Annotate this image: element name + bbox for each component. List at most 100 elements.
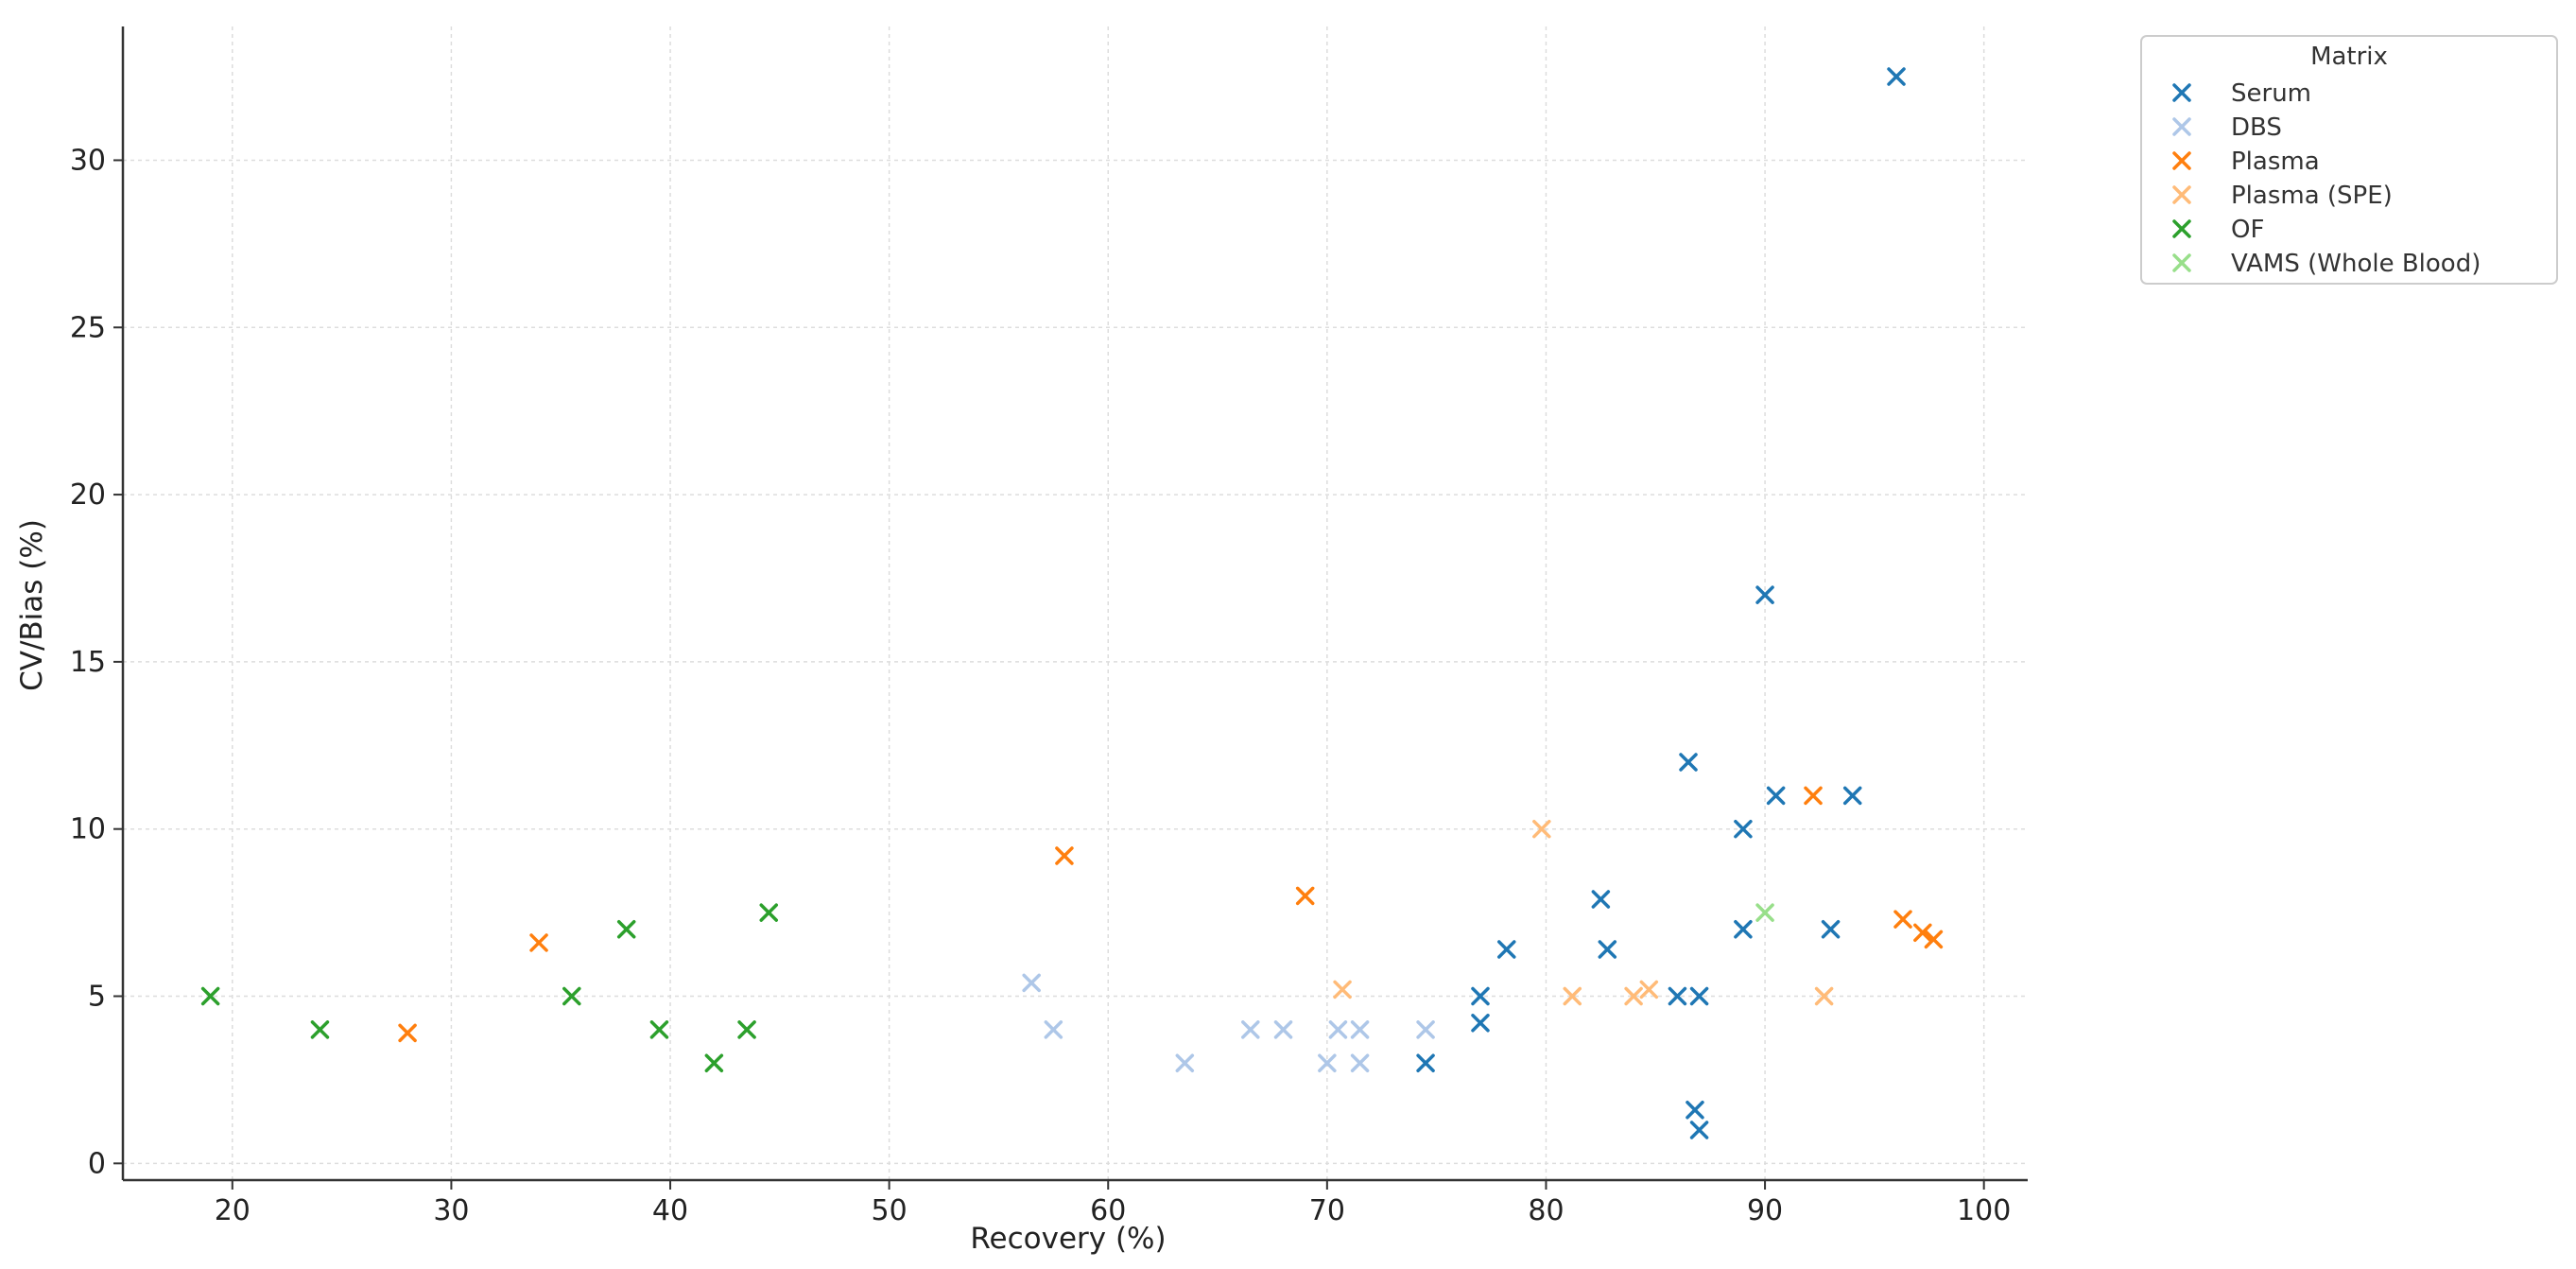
data-point-of — [737, 1020, 756, 1039]
marker-stroke — [1842, 786, 1862, 806]
x-tick-label: 100 — [1957, 1194, 2011, 1227]
x-tick-label: 80 — [1528, 1194, 1564, 1227]
legend-label-vams-whole-blood: VAMS (Whole Blood) — [2231, 250, 2481, 278]
marker-stroke — [1679, 753, 1698, 772]
marker-stroke — [2172, 219, 2191, 238]
data-point-of — [200, 986, 220, 1006]
legend-label-dbs: DBS — [2231, 113, 2282, 142]
marker-stroke — [1333, 980, 1352, 1000]
data-point-plasma — [1913, 923, 1932, 943]
marker-stroke — [1591, 890, 1611, 909]
marker-stroke — [1532, 819, 1551, 839]
x-tick-label: 90 — [1747, 1194, 1783, 1227]
x-tick-label: 40 — [652, 1194, 688, 1227]
data-point-of — [704, 1053, 724, 1072]
x-axis-ticks: 20 30 40 50 60 70 80 90 100 — [215, 1180, 2011, 1227]
marker-stroke — [1913, 923, 1932, 943]
marker-stroke — [1755, 903, 1774, 922]
x-axis-label: Recovery (%) — [970, 1222, 1166, 1256]
data-point-plasma — [529, 933, 548, 952]
marker-stroke — [1497, 940, 1516, 959]
marker-stroke — [1639, 980, 1659, 1000]
data-point-serum — [1689, 986, 1709, 1006]
data-point-serum — [1668, 986, 1687, 1006]
data-point-serum — [1471, 986, 1490, 1006]
legend-box — [2140, 35, 2558, 285]
x-tick-label: 20 — [215, 1194, 251, 1227]
legend-label-serum: Serum — [2231, 79, 2311, 108]
legend-marker-dbs — [2172, 117, 2191, 136]
marker-stroke — [529, 933, 548, 952]
data-point-of — [562, 986, 581, 1006]
data-point-plasma-spe — [1532, 819, 1551, 839]
data-point-plasma — [398, 1023, 417, 1043]
legend-marker-vams-whole-blood — [2172, 253, 2191, 272]
data-point-plasma-spe — [1333, 980, 1352, 1000]
marker-stroke — [1350, 1020, 1370, 1039]
data-point-serum — [1679, 753, 1698, 772]
marker-stroke — [1471, 1014, 1490, 1033]
data-point-dbs — [1350, 1020, 1370, 1039]
marker-stroke — [1055, 846, 1074, 865]
marker-stroke — [759, 903, 778, 922]
marker-stroke — [2172, 185, 2191, 204]
data-point-serum — [1471, 1014, 1490, 1033]
marker-stroke — [1273, 1020, 1293, 1039]
data-point-plasma-spe — [1563, 986, 1582, 1006]
data-point-serum — [1598, 940, 1617, 959]
marker-stroke — [1893, 910, 1912, 929]
y-tick-label: 0 — [88, 1147, 106, 1180]
data-point-serum — [1591, 890, 1611, 909]
data-point-of — [310, 1020, 330, 1039]
marker-stroke — [1350, 1053, 1370, 1072]
marker-stroke — [1175, 1053, 1195, 1072]
marker-stroke — [398, 1023, 417, 1043]
legend-marker-plasma-spe — [2172, 185, 2191, 204]
x-tick-label: 50 — [872, 1194, 908, 1227]
marker-stroke — [1924, 930, 1944, 949]
data-point-serum — [1755, 585, 1774, 604]
data-point-serum — [1734, 920, 1753, 939]
marker-stroke — [200, 986, 220, 1006]
legend: Matrix Serum DBS Plasma Plasma (SPE) OF VAMS … — [2140, 35, 2558, 285]
data-point-serum — [1887, 67, 1906, 86]
marker-stroke — [1471, 986, 1490, 1006]
marker-stroke — [562, 986, 581, 1006]
legend-title: Matrix — [2310, 43, 2388, 71]
data-point-dbs — [1022, 973, 1041, 993]
data-point-serum — [1766, 786, 1786, 806]
marker-stroke — [2172, 117, 2191, 136]
marker-stroke — [1814, 986, 1834, 1006]
data-point-serum — [1734, 819, 1753, 839]
legend-marker-of — [2172, 219, 2191, 238]
data-point-of — [616, 920, 636, 939]
data-point-dbs — [1416, 1020, 1435, 1039]
y-tick-label: 5 — [88, 981, 106, 1014]
marker-stroke — [1416, 1020, 1435, 1039]
data-point-dbs — [1350, 1053, 1370, 1072]
marker-stroke — [1689, 986, 1709, 1006]
legend-items: Serum DBS Plasma Plasma (SPE) OF VAMS (Whole … — [2172, 79, 2481, 278]
marker-stroke — [1734, 819, 1753, 839]
marker-stroke — [649, 1020, 669, 1039]
marker-stroke — [2172, 83, 2191, 102]
data-point-of — [649, 1020, 669, 1039]
y-axis-ticks: 0 5 10 15 20 25 30 — [70, 144, 123, 1180]
y-tick-label: 30 — [70, 144, 106, 177]
data-point-dbs — [1175, 1053, 1195, 1072]
marker-stroke — [1887, 67, 1906, 86]
marker-stroke — [1624, 986, 1643, 1006]
x-tick-label: 60 — [1090, 1194, 1126, 1227]
marker-stroke — [1686, 1100, 1704, 1120]
data-point-serum — [1842, 786, 1862, 806]
data-point-dbs — [1241, 1020, 1260, 1039]
data-point-serum — [1689, 1121, 1709, 1139]
legend-label-plasma: Plasma — [2231, 148, 2320, 176]
y-axis-label: CV/Bias (%) — [15, 519, 49, 691]
data-point-serum — [1686, 1100, 1704, 1120]
legend-label-of: OF — [2231, 216, 2264, 244]
data-point-plasma-spe — [1639, 980, 1659, 1000]
data-point-vams-whole-blood — [1755, 903, 1774, 922]
marker-stroke — [1022, 973, 1041, 993]
